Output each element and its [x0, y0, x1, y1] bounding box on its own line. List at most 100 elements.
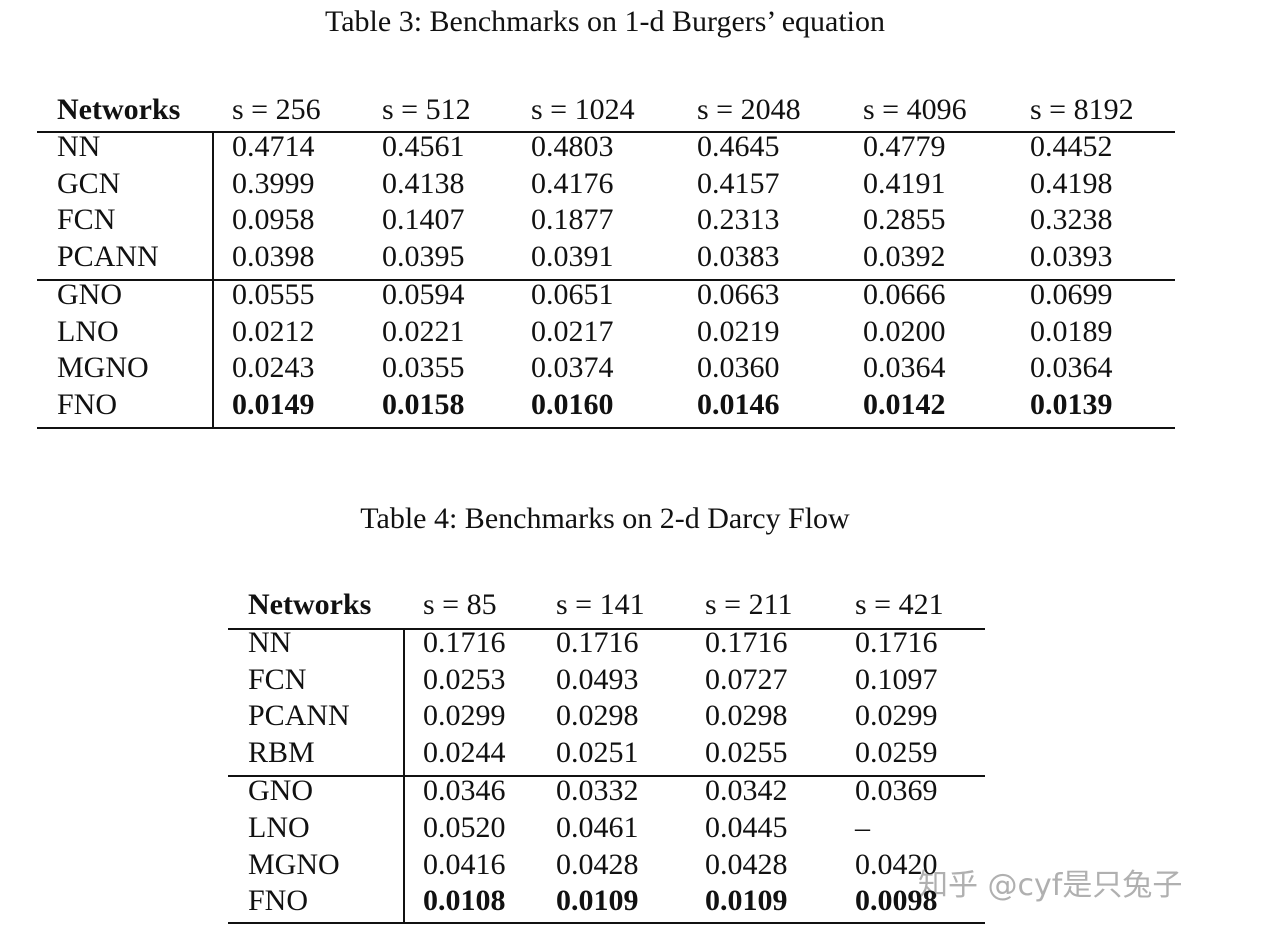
cell: 0.0200: [863, 314, 946, 348]
cell: 0.1407: [382, 203, 465, 237]
cell: 0.4714: [232, 130, 315, 163]
cell: 0.0364: [1030, 351, 1113, 385]
cell: 0.1877: [531, 203, 614, 237]
rule: [37, 427, 1175, 429]
cell: 0.0253: [423, 662, 506, 696]
cell: 0.0189: [1030, 314, 1113, 348]
cell: 0.0346: [423, 774, 506, 808]
row-label: FNO: [248, 884, 309, 918]
cell: 0.4138: [382, 166, 465, 200]
cell: 0.0108: [423, 884, 506, 918]
cell: 0.0461: [556, 811, 639, 844]
cell: 0.0360: [697, 351, 780, 385]
cell: 0.4191: [863, 166, 946, 200]
row-label: LNO: [57, 314, 119, 348]
cell: 0.0428: [556, 847, 639, 881]
table-title: Table 4: Benchmarks on 2-d Darcy Flow: [360, 502, 850, 535]
cell: 0.0393: [1030, 239, 1113, 273]
cell: 0.0420: [855, 847, 938, 881]
cell: 0.0221: [382, 314, 465, 348]
cell: 0.0142: [863, 387, 946, 421]
cell: 0.0555: [232, 277, 315, 311]
header-cell: Networks: [248, 588, 372, 621]
cell: 0.1716: [423, 626, 506, 659]
cell: 0.0158: [382, 387, 465, 421]
row-label: MGNO: [248, 847, 340, 881]
row-label: PCANN: [248, 699, 350, 733]
rule: [228, 775, 985, 777]
cell: 0.0299: [423, 699, 506, 733]
cell: 0.1716: [705, 626, 788, 659]
header-cell: s = 1024: [531, 93, 635, 126]
cell: 0.0391: [531, 239, 614, 273]
cell: 0.0651: [531, 277, 614, 311]
cell: 0.0243: [232, 351, 315, 385]
header-cell: s = 4096: [863, 93, 967, 126]
cell: 0.0398: [232, 239, 315, 273]
row-label: FNO: [57, 387, 118, 421]
cell: –: [855, 811, 870, 844]
cell: 0.0109: [705, 884, 788, 918]
header-cell: Networks: [57, 93, 181, 126]
cell: 0.0299: [855, 699, 938, 733]
cell: 0.0298: [705, 699, 788, 733]
cell: 0.0219: [697, 314, 780, 348]
vertical-rule: [403, 628, 405, 922]
header-cell: s = 421: [855, 588, 944, 621]
cell: 0.4779: [863, 130, 946, 163]
cell: 0.0369: [855, 774, 938, 808]
cell: 0.0594: [382, 277, 465, 311]
header-cell: s = 211: [705, 588, 793, 621]
row-label: FCN: [248, 662, 307, 696]
cell: 0.0255: [705, 736, 788, 770]
cell: 0.0445: [705, 811, 788, 844]
row-label: PCANN: [57, 239, 159, 273]
cell: 0.2313: [697, 203, 780, 237]
cell: 0.4452: [1030, 130, 1113, 163]
cell: 0.0332: [556, 774, 639, 808]
row-label: FCN: [57, 203, 116, 237]
cell: 0.0520: [423, 811, 506, 844]
cell: 0.0355: [382, 351, 465, 385]
cell: 0.4176: [531, 166, 614, 200]
cell: 0.3999: [232, 166, 315, 200]
cell: 0.0149: [232, 387, 315, 421]
cell: 0.0244: [423, 736, 506, 770]
cell: 0.0109: [556, 884, 639, 918]
row-label: GCN: [57, 166, 121, 200]
cell: 0.0212: [232, 314, 315, 348]
rule: [228, 628, 985, 630]
header-cell: s = 256: [232, 93, 321, 126]
vertical-rule: [212, 131, 214, 427]
cell: 0.0727: [705, 662, 788, 696]
watermark: 知乎 @cyf是只兔子: [918, 868, 1183, 903]
row-label: GNO: [248, 774, 313, 808]
header-cell: s = 8192: [1030, 93, 1134, 126]
cell: 0.0342: [705, 774, 788, 808]
cell: 0.0374: [531, 351, 614, 385]
cell: 0.0139: [1030, 387, 1113, 421]
cell: 0.1716: [556, 626, 639, 659]
cell: 0.0416: [423, 847, 506, 881]
cell: 0.0392: [863, 239, 946, 273]
cell: 0.0428: [705, 847, 788, 881]
table-title: Table 3: Benchmarks on 1-d Burgers’ equa…: [325, 5, 885, 38]
cell: 0.4803: [531, 130, 614, 163]
cell: 0.0699: [1030, 277, 1113, 311]
header-cell: s = 2048: [697, 93, 801, 126]
cell: 0.0395: [382, 239, 465, 273]
cell: 0.0958: [232, 203, 315, 237]
cell: 0.4561: [382, 130, 465, 163]
header-cell: s = 512: [382, 93, 471, 126]
cell: 0.0663: [697, 277, 780, 311]
cell: 0.0364: [863, 351, 946, 385]
cell: 0.3238: [1030, 203, 1113, 237]
row-label: GNO: [57, 277, 122, 311]
rule: [37, 131, 1175, 133]
cell: 0.0383: [697, 239, 780, 273]
cell: 0.0259: [855, 736, 938, 770]
cell: 0.0251: [556, 736, 639, 770]
row-label: LNO: [248, 811, 310, 844]
cell: 0.4198: [1030, 166, 1113, 200]
